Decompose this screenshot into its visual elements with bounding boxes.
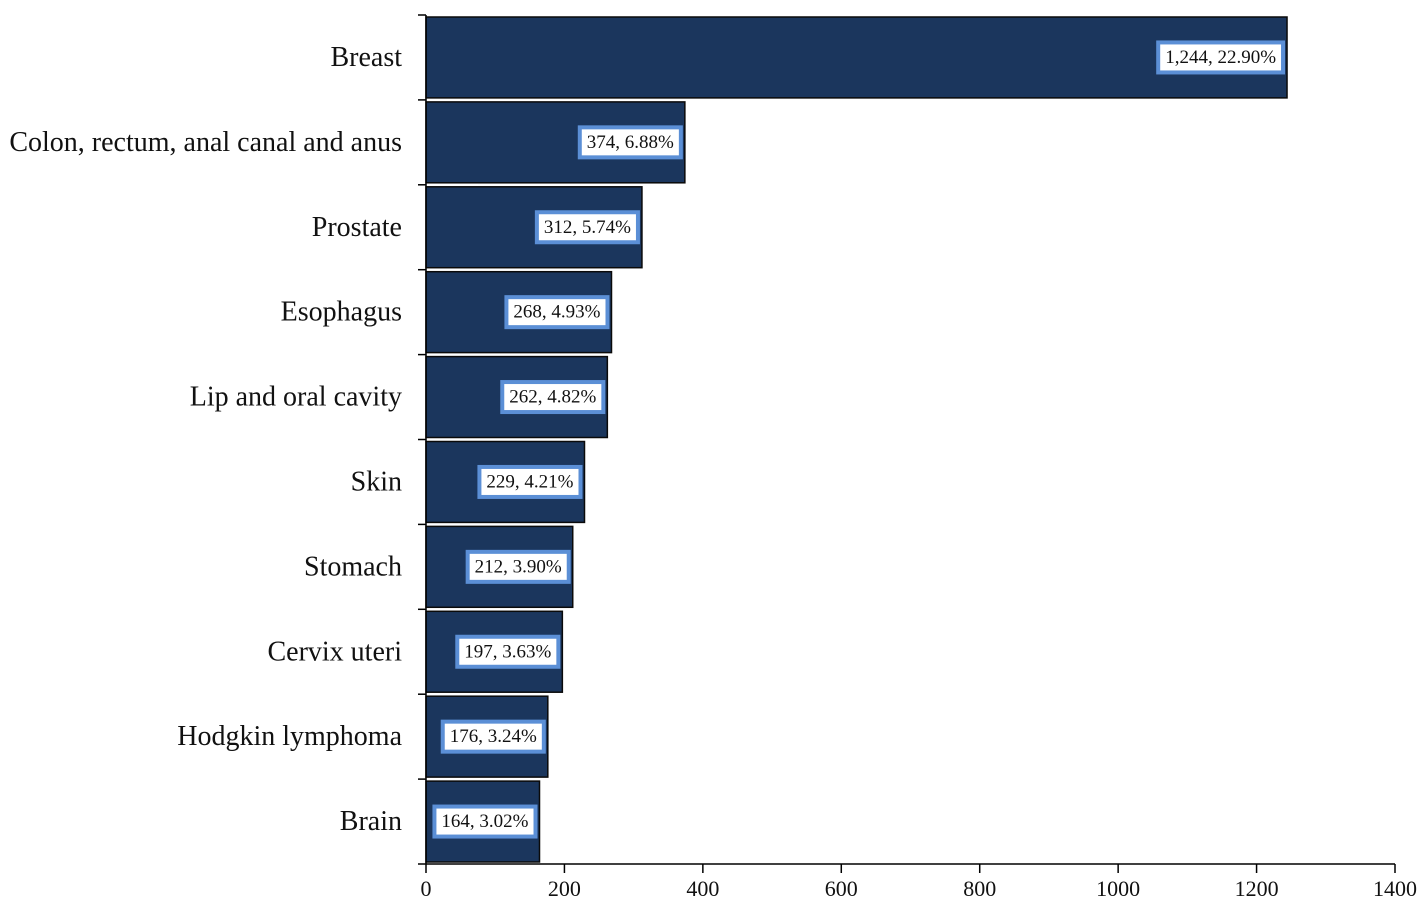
category-label: Prostate bbox=[312, 212, 402, 243]
x-tick-label: 1200 bbox=[1235, 876, 1279, 901]
data-label-text: 1,244, 22.90% bbox=[1165, 47, 1276, 68]
x-tick-label: 400 bbox=[686, 876, 719, 901]
data-label-box bbox=[500, 380, 606, 415]
data-label: 374, 6.88% bbox=[577, 125, 683, 160]
data-label-text: 197, 3.63% bbox=[464, 641, 551, 662]
x-tick-label: 0 bbox=[421, 876, 432, 901]
data-label: 164, 3.02% bbox=[432, 804, 538, 839]
data-label-box bbox=[1156, 40, 1286, 75]
data-label: 229, 4.21% bbox=[477, 464, 583, 499]
data-label: 268, 4.93% bbox=[504, 295, 610, 330]
data-label-box bbox=[504, 295, 610, 330]
data-labels-layer: 1,244, 22.90% 374, 6.88% 312, 5.74% 268, 4.… bbox=[432, 40, 1286, 839]
data-label-box bbox=[577, 125, 683, 160]
category-label: Skin bbox=[351, 466, 402, 497]
data-label: 176, 3.24% bbox=[440, 719, 546, 754]
data-label-box bbox=[455, 634, 561, 669]
data-label-box bbox=[432, 804, 538, 839]
data-label-text: 176, 3.24% bbox=[450, 726, 537, 747]
bar bbox=[425, 16, 1288, 99]
category-label: Brain bbox=[340, 806, 402, 837]
x-tick-label: 1400 bbox=[1373, 876, 1417, 901]
category-label: Stomach bbox=[304, 551, 402, 582]
data-label-box bbox=[534, 210, 640, 245]
data-label-text: 164, 3.02% bbox=[441, 811, 528, 832]
data-label: 1,244, 22.90% bbox=[1156, 40, 1286, 75]
data-label: 262, 4.82% bbox=[500, 380, 606, 415]
data-label-box bbox=[465, 549, 571, 584]
data-label-text: 312, 5.74% bbox=[544, 217, 631, 238]
x-tick-label: 600 bbox=[825, 876, 858, 901]
category-label: Lip and oral cavity bbox=[190, 382, 402, 413]
data-label-text: 374, 6.88% bbox=[587, 132, 674, 153]
x-tick-label: 800 bbox=[963, 876, 996, 901]
category-label: Breast bbox=[330, 42, 402, 73]
data-label-box bbox=[477, 464, 583, 499]
data-label-box bbox=[440, 719, 546, 754]
data-label-text: 212, 3.90% bbox=[475, 556, 562, 577]
bars-layer bbox=[425, 16, 1288, 863]
x-tick-label: 200 bbox=[548, 876, 581, 901]
category-label: Esophagus bbox=[281, 297, 402, 328]
category-label: Cervix uteri bbox=[267, 636, 402, 667]
data-label-text: 262, 4.82% bbox=[509, 387, 596, 408]
x-tick-label: 1000 bbox=[1096, 876, 1140, 901]
category-label: Colon, rectum, anal canal and anus bbox=[9, 127, 402, 158]
data-label: 212, 3.90% bbox=[465, 549, 571, 584]
data-label-text: 229, 4.21% bbox=[486, 471, 573, 492]
category-label: Hodgkin lymphoma bbox=[177, 721, 402, 752]
axes-layer: 0 200 400 600 800 1000 1200 1400 bbox=[418, 14, 1417, 901]
category-labels-layer: Breast Colon, rectum, anal canal and anus… bbox=[9, 42, 402, 837]
data-label: 197, 3.63% bbox=[455, 634, 561, 669]
data-label-text: 268, 4.93% bbox=[513, 302, 600, 323]
data-label: 312, 5.74% bbox=[534, 210, 640, 245]
